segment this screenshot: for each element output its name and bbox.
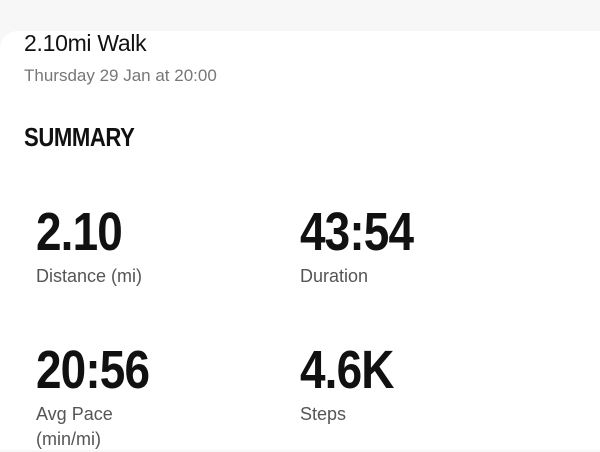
summary-heading: SUMMARY [24,122,135,152]
stat-steps: 4.6K Steps [300,340,410,427]
stat-avg-pace: 20:56 Avg Pace (min/mi) [36,340,169,452]
activity-card [0,31,600,450]
stat-value: 4.6K [300,340,394,400]
stat-distance: 2.10 Distance (mi) [36,202,146,289]
stat-value: 43:54 [300,202,414,262]
stat-label: Steps [300,404,347,424]
stat-value: 2.10 [36,202,123,262]
activity-date: Thursday 29 Jan at 20:00 [24,66,217,85]
stat-duration: 43:54 Duration [300,202,433,289]
stat-value: 20:56 [36,340,150,400]
stat-label: Distance (mi) [36,266,143,286]
stat-label: Duration [300,266,369,286]
stat-label: Avg Pace (min/mi) [36,404,113,449]
activity-title: 2.10mi Walk [24,30,147,56]
